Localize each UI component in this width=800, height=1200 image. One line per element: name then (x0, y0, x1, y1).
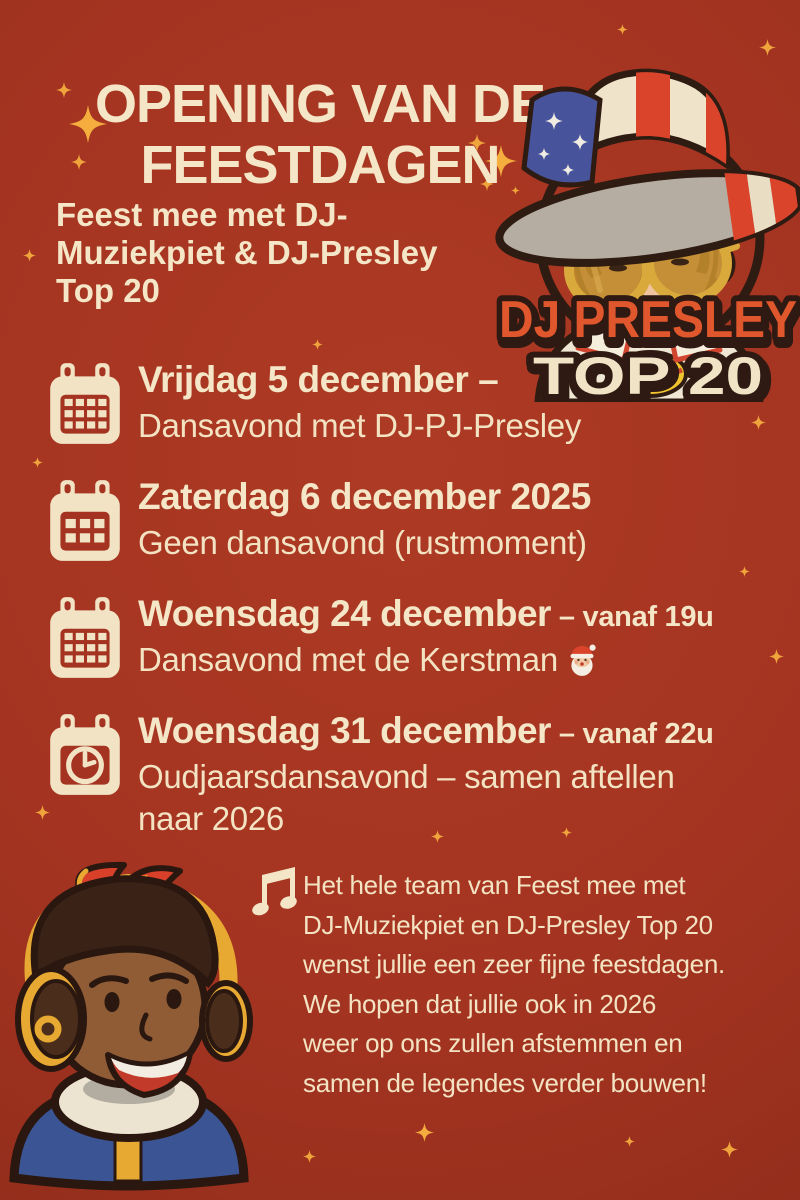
flag-panel (521, 86, 603, 188)
event-date: Zaterdag 6 december 2025 (138, 476, 591, 517)
event-description: Oudjaarsdansavond – samen aftellen naar … (138, 758, 675, 837)
logo-sub: TOP 20 (533, 347, 763, 402)
headphone-cups (15, 966, 253, 1072)
calendar-icon (50, 363, 120, 444)
sparkle-icon (303, 1150, 316, 1163)
sparkle-icon (739, 566, 750, 577)
event-time: – vanaf 22u (558, 718, 714, 750)
sparkle-icon (617, 24, 628, 35)
dj-presley-logo-illustration: DJ PRESLEY DJ PRESLEY TOP 20 TOP 20 (493, 68, 800, 402)
title-line-2: FEESTDAGEN (140, 135, 500, 195)
sparkle-icon (56, 82, 72, 98)
svg-text:DJ PRESLEY: DJ PRESLEY (501, 295, 799, 353)
sparkle-icon (32, 457, 43, 468)
event-description: Geen dansavond (rustmoment) (138, 524, 587, 561)
sparkle-icon (624, 1136, 635, 1147)
calendar-icon (50, 597, 120, 678)
music-note-icon (252, 867, 297, 916)
closing-message: Het hele team van Feest mee met DJ-Muzie… (303, 870, 725, 1098)
event-row: Zaterdag 6 december 2025 Geen dansavond … (46, 475, 599, 565)
event-date: Vrijdag 5 december – (138, 359, 499, 400)
hat (495, 68, 800, 267)
mouth (105, 1050, 193, 1098)
santa-icon (570, 644, 596, 676)
event-time: – vanaf 19u (558, 601, 714, 633)
event-row: Vrijdag 5 december – Dansavond met DJ-PJ… (46, 358, 581, 448)
poster-subtitle: Feest mee met DJ- Muziekpiet & DJ-Presle… (56, 196, 438, 309)
title-line-1: OPENING VAN DE (94, 74, 546, 134)
event-row: Woensdag 31 december – vanaf 22u Oudjaars… (46, 709, 714, 840)
page-title: OPENING VAN DE FEESTDAGEN (85, 74, 555, 196)
event-row: Woensdag 24 december – vanaf 19u Dansavon… (46, 592, 714, 682)
sparkle-icon (751, 415, 766, 430)
beret (30, 875, 219, 989)
sparkle-icon (769, 649, 784, 664)
sparkle-icon (721, 1141, 738, 1158)
event-description: Dansavond met DJ-PJ-Presley (138, 407, 582, 444)
logo-text: DJ PRESLEY DJ PRESLEY TOP 20 TOP 20 (493, 285, 800, 402)
calendar-clock-icon (50, 714, 120, 795)
calendar-icon (50, 480, 120, 561)
event-date: Woensdag 31 december – vanaf 22u (138, 710, 714, 751)
sparkle-icon (23, 249, 36, 262)
event-description: Dansavond met de Kerstman (138, 639, 714, 681)
event-date: Woensdag 24 december – vanaf 19u (138, 593, 714, 634)
svg-text:TOP 20: TOP 20 (535, 351, 765, 402)
sparkle-icon (312, 339, 323, 350)
logo-name: DJ PRESLEY (499, 291, 797, 349)
sparkle-icon (415, 1123, 434, 1142)
dj-muziekpiet-illustration (9, 861, 253, 1191)
